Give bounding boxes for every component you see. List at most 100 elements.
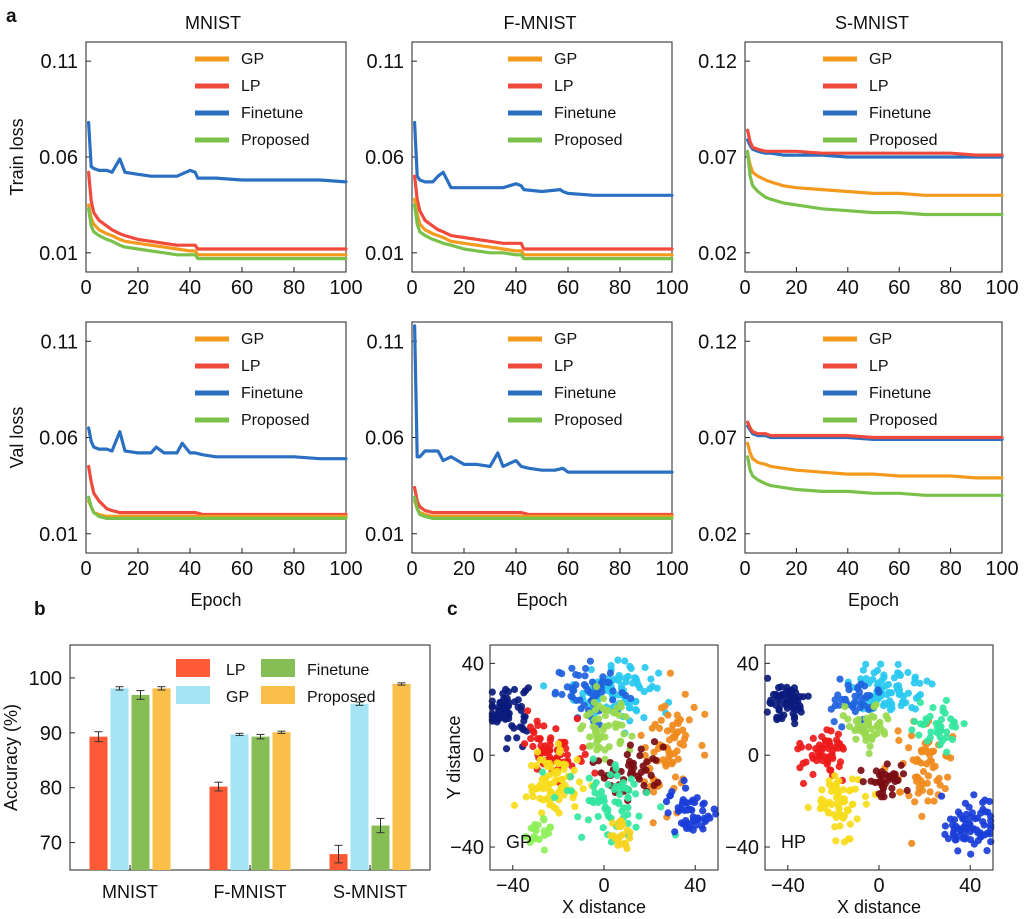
y-tick-label: 0.11	[367, 331, 404, 353]
scatter-point	[554, 740, 562, 748]
scatter-point	[527, 761, 536, 770]
scatter-point	[805, 743, 813, 751]
series-line-proposed	[87, 495, 348, 520]
scatter-point	[593, 746, 601, 754]
scatter-point	[607, 661, 615, 670]
scatter-point	[944, 773, 952, 781]
chart-train-mnist: 0 20 40 60 80 100 0.01 0.06 0.11 MNIST Train loss G…	[7, 13, 363, 299]
scatter-point	[582, 664, 590, 673]
legend-label-finetune: Finetune	[554, 105, 616, 122]
scatter-point	[648, 682, 656, 691]
y-tick-label: 0.11	[41, 331, 78, 353]
y-axis-label: Y distance	[444, 716, 464, 800]
scatter-point	[981, 808, 989, 816]
scatter-point	[918, 748, 926, 756]
scatter-point	[882, 712, 890, 720]
legend-label-lp: LP	[869, 358, 889, 375]
scatter-point	[579, 722, 587, 730]
scatter-point	[614, 656, 622, 664]
y-tick-label: 0	[748, 745, 759, 767]
scatter-point	[764, 674, 772, 682]
series-line-gp	[413, 499, 674, 518]
scatter-point	[570, 766, 578, 775]
legend-label-proposed: Proposed	[554, 412, 623, 429]
legend-label-lp: LP	[554, 358, 574, 375]
scatter-point	[894, 776, 902, 785]
scatter-point	[899, 698, 907, 706]
scatter-point	[862, 736, 870, 745]
scatter-point	[894, 660, 902, 669]
scatter-point	[599, 673, 607, 681]
scatter-point	[864, 719, 872, 727]
series-line-lp	[413, 485, 674, 517]
scatter-point	[626, 757, 634, 766]
panel-label-c: c	[447, 599, 458, 620]
x-tick-label: 20	[785, 558, 807, 580]
scatter-point	[856, 693, 864, 701]
scatter-point	[701, 710, 709, 718]
x-tick-label: 80	[609, 558, 631, 580]
y-tick-label: 0.02	[698, 524, 737, 546]
scatter-point	[650, 738, 659, 746]
scatter-point	[824, 737, 832, 745]
legend-label-proposed: Proposed	[554, 132, 623, 149]
scatter-point	[865, 749, 873, 758]
scatter-point	[923, 737, 932, 745]
scatter-point	[939, 704, 947, 712]
legend-label-lp: LP	[226, 662, 246, 679]
scatter-point	[931, 762, 939, 770]
x-tick-label: 40	[837, 277, 859, 299]
scatter-point	[927, 728, 935, 736]
scatter-point	[670, 750, 678, 758]
scatter-point	[853, 815, 861, 823]
x-tick-label: 0	[80, 277, 91, 299]
chart-title: S-MNIST	[835, 13, 909, 33]
scatter-point	[586, 742, 595, 750]
scatter-point	[640, 714, 648, 722]
chart-val-fmnist: 0 20 40 60 80 100 0.01 0.06 0.11 Epoch GP LP Finetun…	[365, 321, 689, 610]
bar-proposed	[152, 688, 171, 870]
scatter-point	[881, 682, 889, 691]
x-tick-label: 0	[873, 875, 884, 897]
x-tick-label: 60	[888, 277, 910, 299]
scatter-point	[911, 674, 919, 683]
scatter-point	[513, 734, 521, 742]
legend-label-gp: GP	[226, 689, 249, 706]
scatter-point	[552, 805, 560, 813]
x-tick-label: 80	[939, 277, 961, 299]
scatter-point	[538, 768, 547, 776]
scatter-point	[624, 793, 632, 802]
x-axis-label: Epoch	[190, 590, 241, 610]
scatter-point	[877, 793, 885, 801]
scatter-point	[899, 770, 908, 778]
scatter-point	[665, 747, 673, 756]
scatter-point	[829, 782, 837, 791]
scatter-point	[699, 800, 707, 809]
x-tick-label: 80	[939, 558, 961, 580]
scatter-point	[961, 799, 970, 807]
scatter-annotation: GP	[506, 832, 532, 852]
scatter-point	[623, 751, 631, 759]
legend-label-finetune: Finetune	[869, 105, 931, 122]
scatter-point	[838, 812, 846, 820]
chart-tsne-gp: −40 0 40 40 0 −40 X distance Y distance GP	[444, 644, 720, 917]
scatter-point	[694, 814, 702, 822]
scatter-point	[699, 807, 707, 815]
scatter-point	[500, 711, 508, 719]
scatter-point	[568, 664, 576, 672]
x-tick-label: 0	[406, 277, 417, 299]
scatter-point	[857, 766, 865, 775]
chart-title: F-MNIST	[504, 13, 577, 33]
scatter-point	[605, 812, 613, 821]
scatter-point	[835, 777, 843, 785]
scatter-point	[539, 756, 547, 764]
scatter-point	[914, 789, 923, 797]
scatter-point	[916, 691, 925, 699]
scatter-point	[595, 715, 603, 723]
scatter-point	[533, 717, 541, 725]
scatter-point	[870, 669, 878, 677]
scatter-point	[532, 827, 540, 835]
scatter-point	[877, 660, 885, 668]
y-tick-label: 0.11	[367, 51, 404, 73]
scatter-point	[861, 792, 870, 801]
